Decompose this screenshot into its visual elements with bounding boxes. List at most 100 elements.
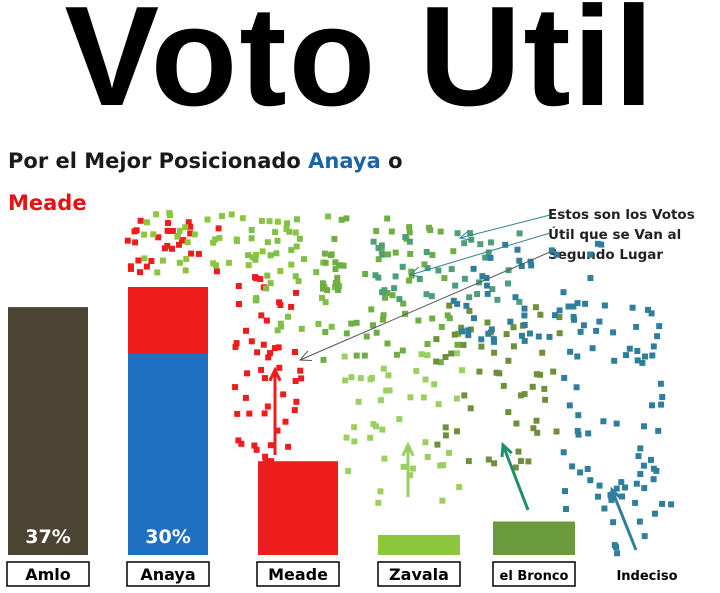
vote-square <box>421 261 428 268</box>
vote-square <box>348 374 355 381</box>
vote-square <box>407 394 414 401</box>
vote-square <box>332 279 339 286</box>
vote-square <box>295 278 302 285</box>
vote-square <box>451 331 458 338</box>
vote-square <box>658 401 665 408</box>
vote-square <box>453 395 460 402</box>
vote-square <box>640 462 647 469</box>
vote-square <box>561 374 568 381</box>
vote-square <box>225 259 232 266</box>
category-label-bronco: el Bronco <box>492 561 576 587</box>
vote-square <box>641 533 648 540</box>
category-label-text: Amlo <box>25 565 71 584</box>
vote-square <box>533 371 540 378</box>
category-label-text: Meade <box>268 565 328 584</box>
vote-square <box>267 252 274 259</box>
vote-square <box>268 458 275 465</box>
vote-square <box>611 357 618 364</box>
vote-square <box>351 424 358 431</box>
vote-square <box>668 501 675 508</box>
vote-square <box>133 227 140 234</box>
vote-square <box>459 367 465 374</box>
vote-square <box>264 272 271 279</box>
vote-square <box>375 499 382 506</box>
vote-square <box>573 384 580 391</box>
bar-anaya <box>128 354 208 555</box>
vote-square <box>188 250 195 257</box>
vote-square <box>542 396 549 403</box>
vote-square <box>635 453 642 460</box>
vote-square <box>458 324 465 331</box>
vote-square <box>406 277 413 284</box>
vote-square <box>210 239 217 246</box>
vote-square <box>276 364 283 371</box>
vote-square <box>228 211 235 218</box>
vote-square <box>653 467 660 474</box>
vote-square <box>182 224 189 231</box>
vote-square <box>577 469 584 476</box>
vote-square <box>265 354 272 361</box>
vote-square <box>433 336 440 343</box>
vote-square <box>399 347 406 354</box>
vote-square <box>467 230 474 237</box>
vote-square <box>483 282 490 289</box>
vote-square <box>483 275 490 281</box>
vote-square <box>253 251 260 258</box>
vote-square <box>442 424 449 431</box>
vote-square <box>639 359 646 366</box>
vote-square <box>423 249 430 255</box>
vote-square <box>463 302 470 309</box>
vote-square <box>176 259 183 266</box>
page-title: Voto Útil <box>64 0 656 136</box>
vote-square <box>402 234 409 240</box>
vote-square <box>137 269 143 276</box>
vote-square <box>143 219 150 226</box>
category-label-amlo: Amlo <box>6 561 90 587</box>
vote-square <box>379 426 386 433</box>
vote-square <box>454 341 461 348</box>
vote-square <box>219 213 225 220</box>
vote-square <box>431 381 438 388</box>
vote-square <box>267 442 274 449</box>
vote-square <box>516 298 523 305</box>
vote-square <box>439 497 446 504</box>
vote-square <box>248 227 255 233</box>
vote-square <box>392 249 399 256</box>
vote-square <box>454 428 460 435</box>
vote-square <box>258 366 265 373</box>
vote-square <box>154 269 161 276</box>
vote-square <box>448 266 455 273</box>
vote-square <box>488 326 495 333</box>
vote-square <box>160 257 166 264</box>
vote-square <box>474 291 481 297</box>
vote-square <box>442 354 449 360</box>
vote-square <box>375 244 382 251</box>
vote-square <box>348 320 355 327</box>
vote-square <box>656 323 663 330</box>
vote-square <box>619 493 626 500</box>
vote-square <box>150 231 157 238</box>
vote-square <box>657 380 664 387</box>
vote-square <box>141 255 148 262</box>
vote-square <box>556 330 563 337</box>
vote-square <box>454 230 461 237</box>
vote-square <box>384 215 391 222</box>
vote-square <box>448 350 455 357</box>
bar-meade <box>258 461 338 555</box>
vote-square <box>187 230 194 237</box>
vote-square <box>275 344 282 351</box>
vote-square <box>527 330 533 337</box>
vote-square <box>271 345 278 352</box>
vote-square <box>577 328 584 335</box>
vote-square <box>274 237 281 244</box>
vote-square <box>406 229 413 236</box>
vote-square <box>539 349 546 356</box>
vote-square <box>396 296 403 303</box>
vote-square <box>601 302 608 309</box>
vote-square <box>248 338 255 345</box>
vote-square <box>596 482 603 489</box>
vote-square <box>467 405 474 412</box>
annotation-text: Estos son los Votos Útil que se Van al S… <box>548 207 695 263</box>
vote-square <box>298 375 305 382</box>
